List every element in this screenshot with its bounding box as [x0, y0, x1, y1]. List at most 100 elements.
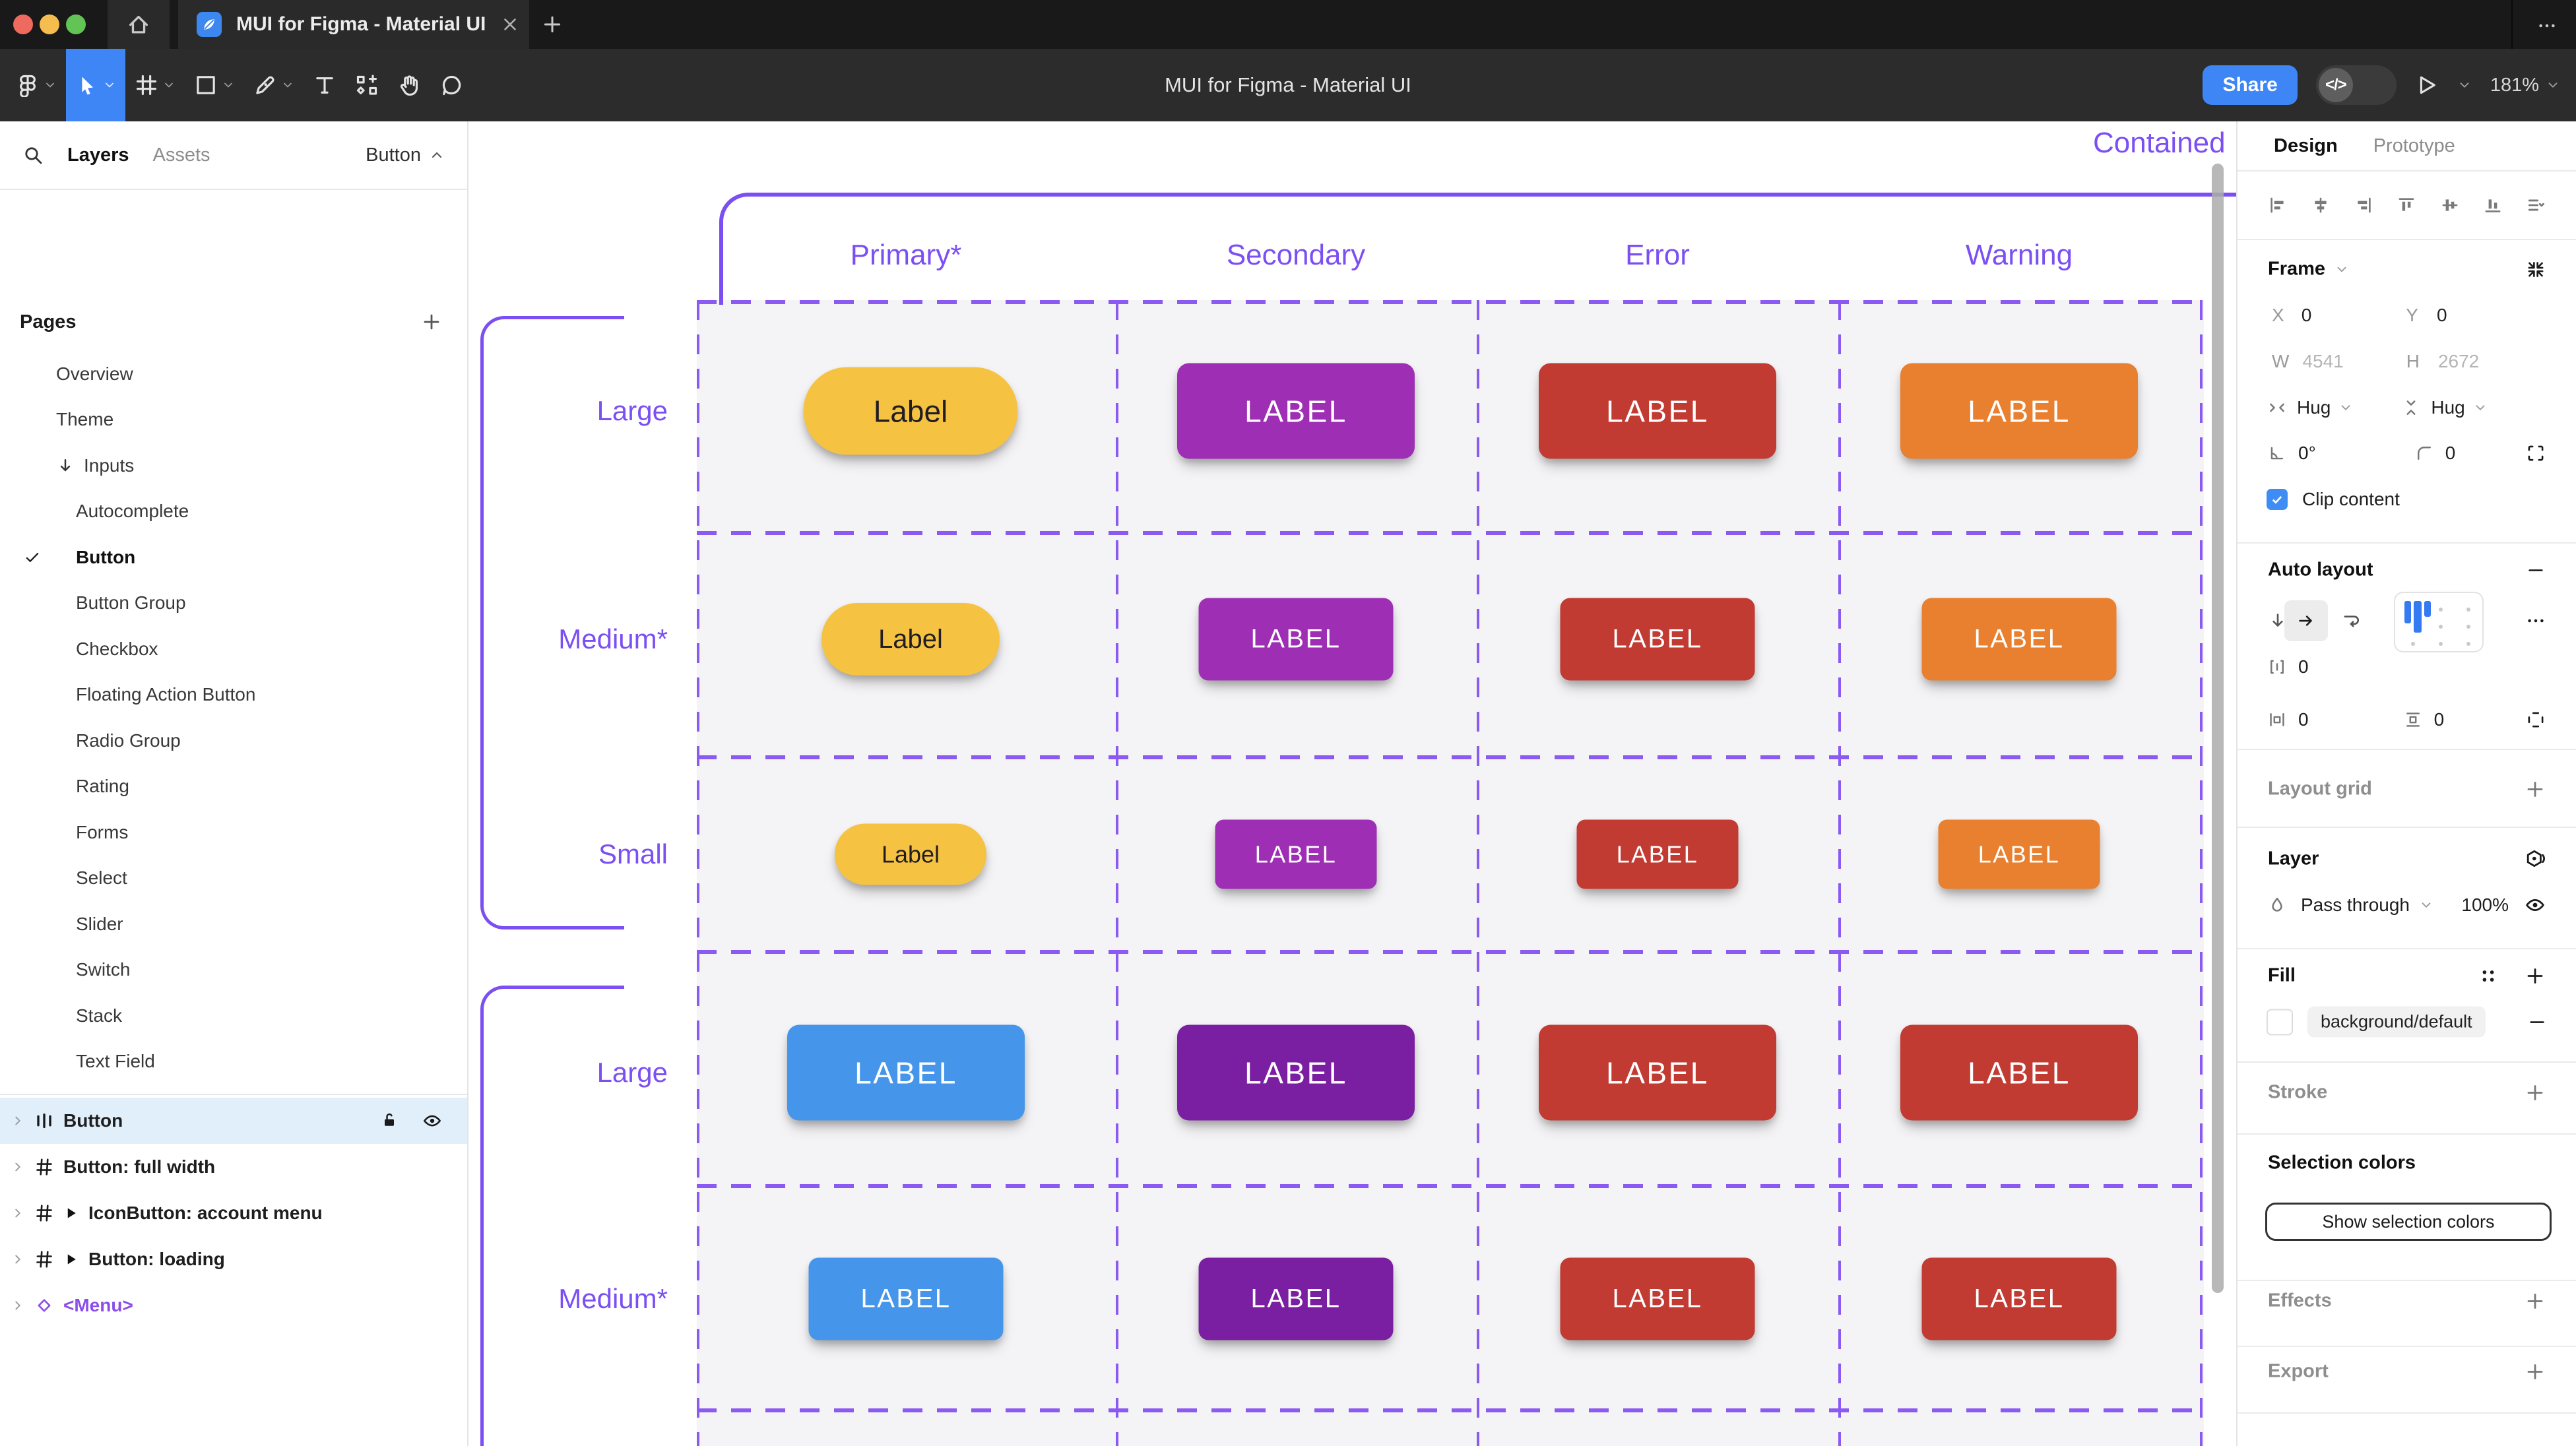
canvas-button-medium-2[interactable]: LABEL	[1560, 1257, 1755, 1340]
dev-mode-toggle[interactable]: </>	[2315, 65, 2397, 105]
page-item-select[interactable]: Select	[0, 856, 467, 902]
zoom-window-button[interactable]	[66, 15, 86, 34]
layout-vertical-icon[interactable]	[2268, 611, 2288, 631]
canvas-button-medium-0[interactable]: Label	[821, 603, 1000, 676]
search-icon[interactable]	[22, 144, 44, 166]
canvas[interactable]: Contained Primary* Secondary Error Warning La…	[468, 121, 2236, 1446]
add-page-button[interactable]	[421, 311, 442, 332]
layout-horizontal-button[interactable]	[2284, 600, 2328, 641]
canvas-button-large-0[interactable]: LABEL	[787, 1024, 1025, 1121]
add-export-button[interactable]	[2525, 1361, 2546, 1382]
sidebar-tab-layers[interactable]: Layers	[67, 144, 129, 166]
rotation-field[interactable]: 0°	[2298, 443, 2316, 463]
canvas-button-large-2[interactable]: LABEL	[1539, 363, 1776, 459]
lock-open-icon[interactable]	[380, 1111, 399, 1131]
canvas-button-small-1[interactable]: LABEL	[1215, 819, 1377, 889]
remove-fill-button[interactable]	[2527, 1012, 2547, 1032]
shape-tool-button[interactable]	[185, 49, 244, 121]
text-tool-button[interactable]	[304, 49, 346, 121]
page-item-switch[interactable]: Switch	[0, 947, 467, 993]
page-item-autocomplete[interactable]: Autocomplete	[0, 489, 467, 535]
align-bottom-icon[interactable]	[2483, 195, 2503, 215]
layout-wrap-icon[interactable]	[2342, 611, 2362, 631]
remove-auto-layout-button[interactable]	[2526, 560, 2546, 580]
page-item-text-field[interactable]: Text Field	[0, 1039, 467, 1085]
chevron-down-icon[interactable]	[2334, 262, 2349, 276]
page-item-slider[interactable]: Slider	[0, 901, 467, 947]
layer-row-button-full-width[interactable]: Button: full width	[0, 1144, 467, 1190]
fill-color-swatch[interactable]	[2267, 1009, 2293, 1035]
align-top-icon[interactable]	[2397, 195, 2416, 215]
fill-styles-icon[interactable]	[2478, 966, 2498, 986]
sidebar-tab-assets[interactable]: Assets	[152, 144, 210, 166]
chevron-right-icon[interactable]	[11, 1298, 25, 1313]
actions-tool-button[interactable]	[346, 49, 388, 121]
canvas-button-small-3[interactable]: LABEL	[1938, 819, 2100, 889]
minimize-window-button[interactable]	[40, 15, 59, 34]
canvas-button-medium-2[interactable]: LABEL	[1560, 598, 1755, 681]
component-page-selector[interactable]: Button	[366, 144, 445, 166]
align-h-center-icon[interactable]	[2311, 195, 2331, 215]
add-stroke-button[interactable]	[2525, 1082, 2546, 1103]
independent-corners-icon[interactable]	[2526, 443, 2546, 463]
move-tool-button[interactable]	[66, 49, 125, 121]
present-button[interactable]	[2415, 73, 2439, 97]
independent-padding-icon[interactable]	[2526, 710, 2546, 730]
alignment-dot[interactable]	[2466, 608, 2470, 612]
horizontal-padding-field[interactable]: 0	[2298, 709, 2309, 730]
hug-horizontal-select[interactable]: Hug	[2297, 397, 2331, 418]
alignment-pad[interactable]	[2394, 592, 2484, 652]
canvas-button-small-2[interactable]: LABEL	[1576, 819, 1739, 889]
alignment-dot[interactable]	[2466, 625, 2470, 629]
blend-mode-icon[interactable]	[2525, 848, 2546, 869]
canvas-button-large-1[interactable]: LABEL	[1177, 363, 1415, 459]
blend-mode-select[interactable]: Pass through	[2301, 895, 2410, 915]
page-item-button[interactable]: Button	[0, 534, 467, 581]
new-tab-button[interactable]	[541, 13, 564, 36]
canvas-button-large-3[interactable]: LABEL	[1900, 1024, 2138, 1121]
layer-row-iconbutton-account-menu[interactable]: IconButton: account menu	[0, 1190, 467, 1236]
chevron-down-icon[interactable]	[44, 79, 57, 92]
page-item-overview[interactable]: Overview	[0, 351, 467, 397]
chevron-right-icon[interactable]	[11, 1114, 25, 1128]
alignment-dot[interactable]	[2411, 642, 2415, 646]
h-field[interactable]: 2672	[2437, 351, 2480, 371]
frame-title[interactable]: Contained	[2093, 127, 2226, 159]
chevron-down-icon[interactable]	[222, 79, 235, 92]
align-left-icon[interactable]	[2268, 195, 2288, 215]
alignment-dot[interactable]	[2439, 642, 2443, 646]
close-window-button[interactable]	[13, 15, 33, 34]
layer-row-button-loading[interactable]: Button: loading	[0, 1236, 467, 1282]
corner-radius-field[interactable]: 0	[2445, 443, 2456, 463]
page-item-theme[interactable]: Theme	[0, 397, 467, 443]
canvas-button-large-2[interactable]: LABEL	[1539, 1024, 1776, 1121]
share-button[interactable]: Share	[2203, 65, 2298, 105]
alignment-dot[interactable]	[2439, 608, 2443, 612]
fill-token-chip[interactable]: background/default	[2307, 1006, 2486, 1038]
canvas-button-small-0[interactable]: Label	[835, 823, 986, 885]
pen-tool-button[interactable]	[244, 49, 304, 121]
y-field[interactable]: 0	[2436, 305, 2447, 325]
auto-layout-more-button[interactable]	[2526, 611, 2546, 631]
canvas-button-large-1[interactable]: LABEL	[1177, 1024, 1415, 1121]
inspector-tab-prototype[interactable]: Prototype	[2373, 135, 2455, 156]
chevron-right-icon[interactable]	[11, 1206, 25, 1220]
canvas-button-large-0[interactable]: Label	[803, 367, 1018, 455]
canvas-button-medium-3[interactable]: LABEL	[1921, 1257, 2117, 1340]
page-item-rating[interactable]: Rating	[0, 764, 467, 810]
show-selection-colors-button[interactable]: Show selection colors	[2265, 1203, 2552, 1241]
add-fill-button[interactable]	[2525, 965, 2546, 986]
alignment-dot[interactable]	[2466, 642, 2470, 646]
opacity-field[interactable]: 100%	[2461, 895, 2509, 915]
canvas-button-medium-1[interactable]: LABEL	[1198, 1257, 1394, 1340]
hand-tool-button[interactable]	[388, 49, 430, 121]
page-item-checkbox[interactable]: Checkbox	[0, 626, 467, 672]
canvas-button-medium-0[interactable]: LABEL	[808, 1257, 1004, 1340]
layer-row-button[interactable]: Button	[0, 1098, 467, 1144]
zoom-menu[interactable]: 181%	[2490, 75, 2560, 96]
hug-vertical-select[interactable]: Hug	[2431, 397, 2465, 418]
x-field[interactable]: 0	[2301, 305, 2312, 325]
clip-content-checkbox[interactable]	[2267, 489, 2288, 510]
eye-icon[interactable]	[422, 1111, 442, 1131]
window-overflow-button[interactable]	[2537, 16, 2557, 36]
